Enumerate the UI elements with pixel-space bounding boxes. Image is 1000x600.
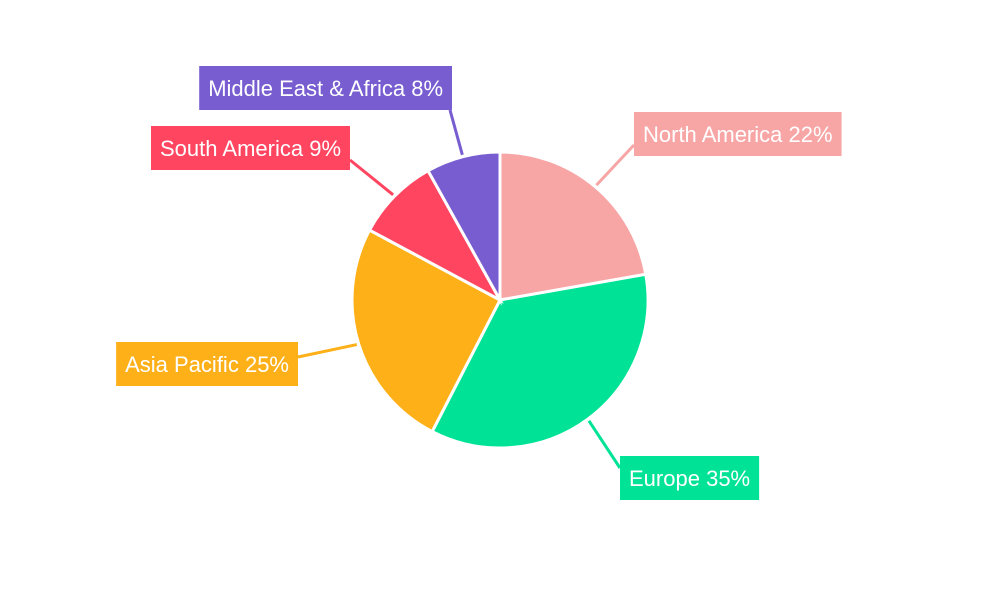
label-box <box>116 342 298 386</box>
pie-slice <box>498 150 648 302</box>
label-value: 9% <box>309 136 341 161</box>
leader-line <box>297 343 358 359</box>
leader-line <box>587 419 622 469</box>
label-text: Asia Pacific 25% <box>125 352 289 377</box>
label-box <box>620 456 760 500</box>
label-text: North America 22% <box>643 122 833 147</box>
label-category: Europe <box>629 466 700 491</box>
label-value: 22% <box>789 122 833 147</box>
label-text: Middle East & Africa 8% <box>208 76 443 101</box>
label-box <box>634 112 842 156</box>
label-value: 8% <box>411 76 443 101</box>
pie-slice <box>426 150 502 306</box>
label-text: Europe 35% <box>629 466 750 491</box>
leader-line <box>349 158 395 196</box>
slice-label: South America 9% <box>151 126 350 170</box>
slice-label: Asia Pacific 25% <box>116 342 298 386</box>
leader-line <box>448 109 464 156</box>
label-value: 25% <box>245 352 289 377</box>
label-category: North America <box>643 122 783 147</box>
label-box <box>199 66 452 110</box>
label-category: Middle East & Africa <box>208 76 406 101</box>
label-category: Asia Pacific <box>125 352 239 377</box>
slice-label: Europe 35% <box>620 456 760 500</box>
label-value: 35% <box>706 466 750 491</box>
label-box <box>151 126 350 170</box>
leader-line <box>595 143 636 187</box>
label-category: South America <box>160 136 304 161</box>
pie-slice <box>430 272 650 450</box>
label-text: South America 9% <box>160 136 341 161</box>
slice-label: North America 22% <box>634 112 842 156</box>
slice-label: Middle East & Africa 8% <box>199 66 452 110</box>
pie-slice <box>367 168 504 304</box>
